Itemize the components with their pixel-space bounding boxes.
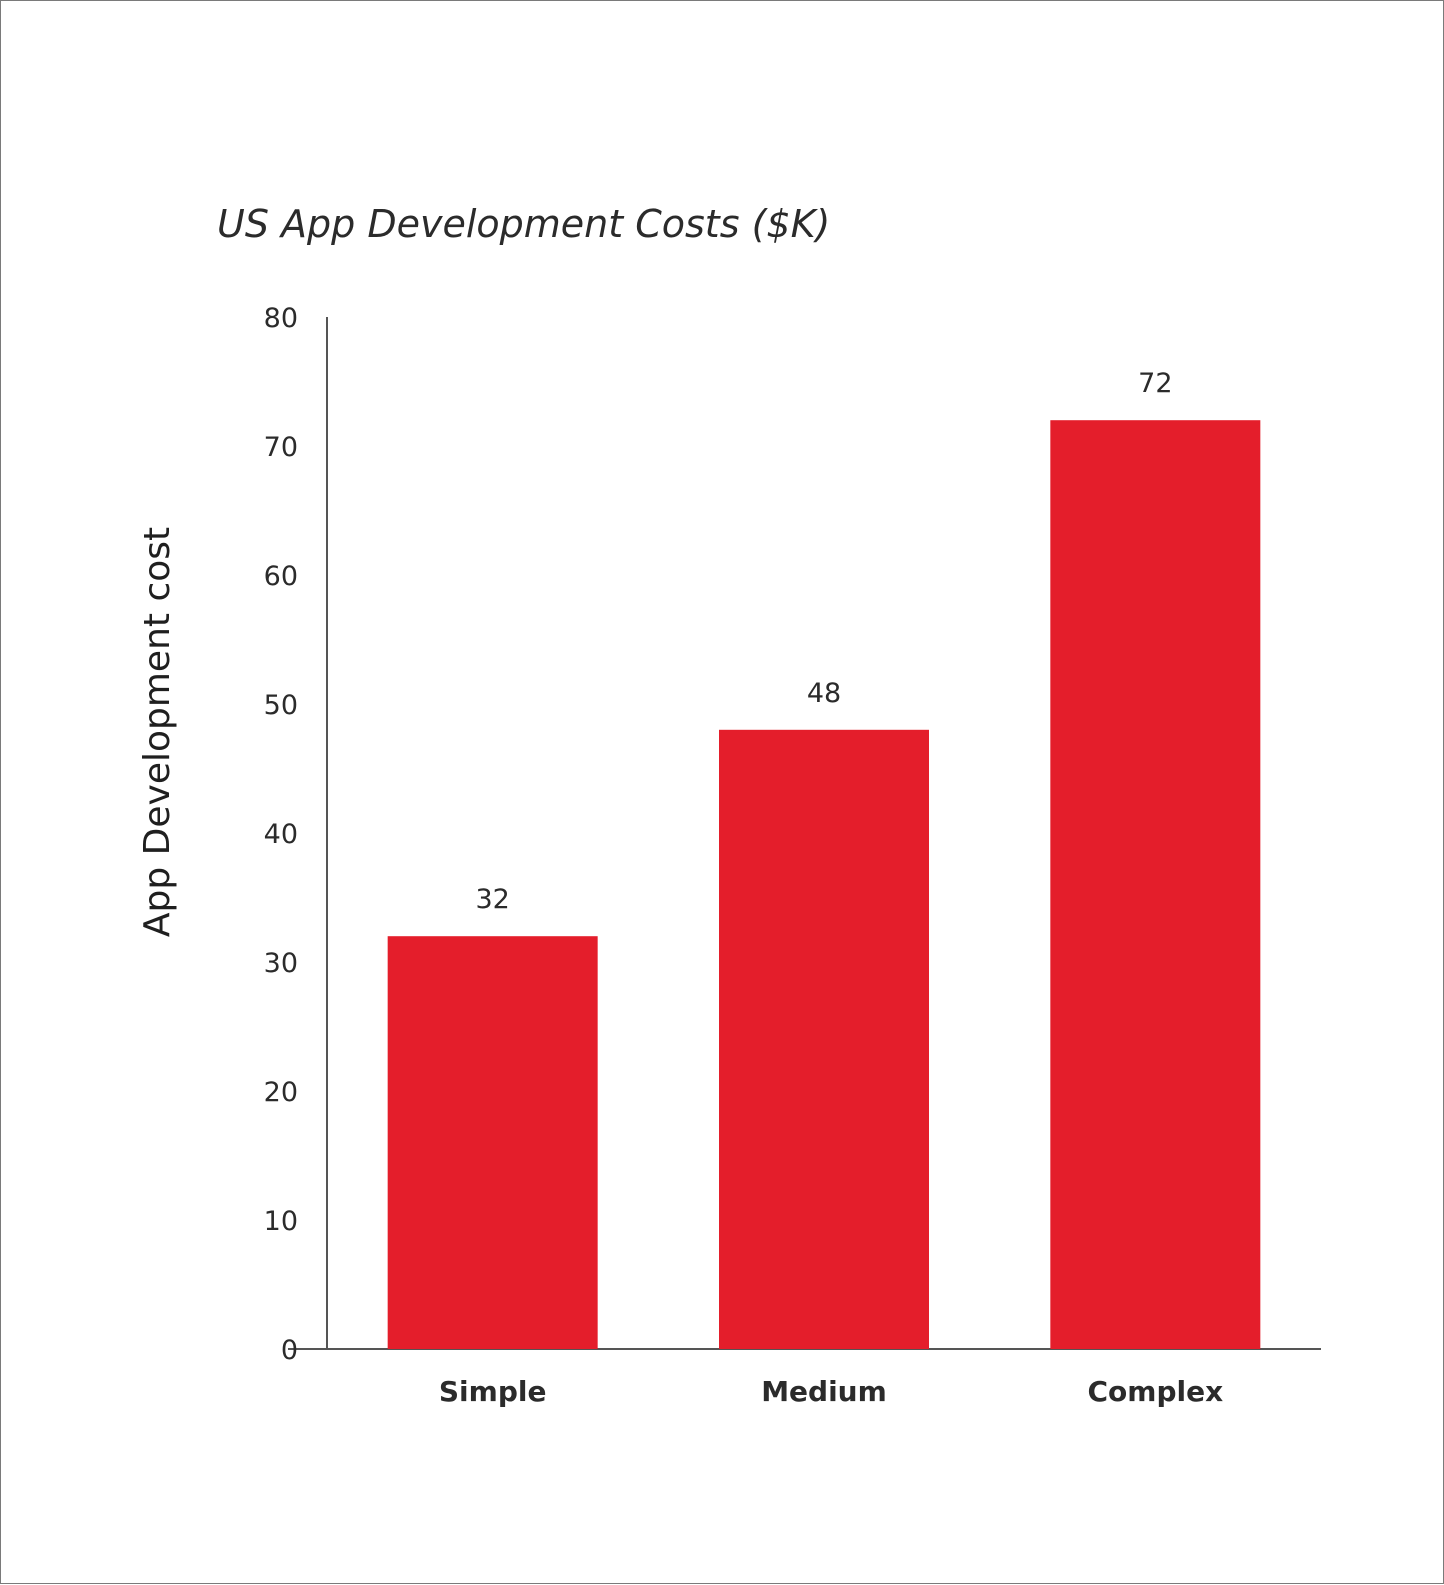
y-tick-label: 60 bbox=[264, 561, 298, 592]
y-tick-label: 30 bbox=[264, 948, 298, 979]
x-tick-label: Simple bbox=[439, 1375, 547, 1408]
y-tick-label: 40 bbox=[264, 819, 298, 850]
y-tick-label: 0 bbox=[281, 1335, 298, 1366]
y-tick-label: 70 bbox=[264, 432, 298, 463]
chart-title: US App Development Costs ($K) bbox=[217, 202, 830, 246]
y-tick-label: 80 bbox=[264, 303, 298, 334]
y-tick-label: 20 bbox=[264, 1077, 298, 1108]
bar-medium bbox=[719, 729, 929, 1349]
y-tick-label: 50 bbox=[264, 690, 298, 721]
data-label: 72 bbox=[1138, 368, 1172, 399]
bar-simple bbox=[387, 936, 598, 1349]
y-tick-label: 10 bbox=[264, 1206, 298, 1237]
x-tick-label: Complex bbox=[1088, 1375, 1224, 1408]
data-label: 32 bbox=[475, 884, 509, 915]
x-tick-label: Medium bbox=[761, 1375, 887, 1408]
y-axis-label: App Development cost bbox=[137, 527, 178, 937]
bar-complex bbox=[1050, 420, 1261, 1349]
plot-area: 0 10 20 30 40 50 60 70 80 32 Simple 48 Medium 72 Compl… bbox=[264, 303, 1321, 1408]
data-label: 48 bbox=[807, 678, 841, 709]
